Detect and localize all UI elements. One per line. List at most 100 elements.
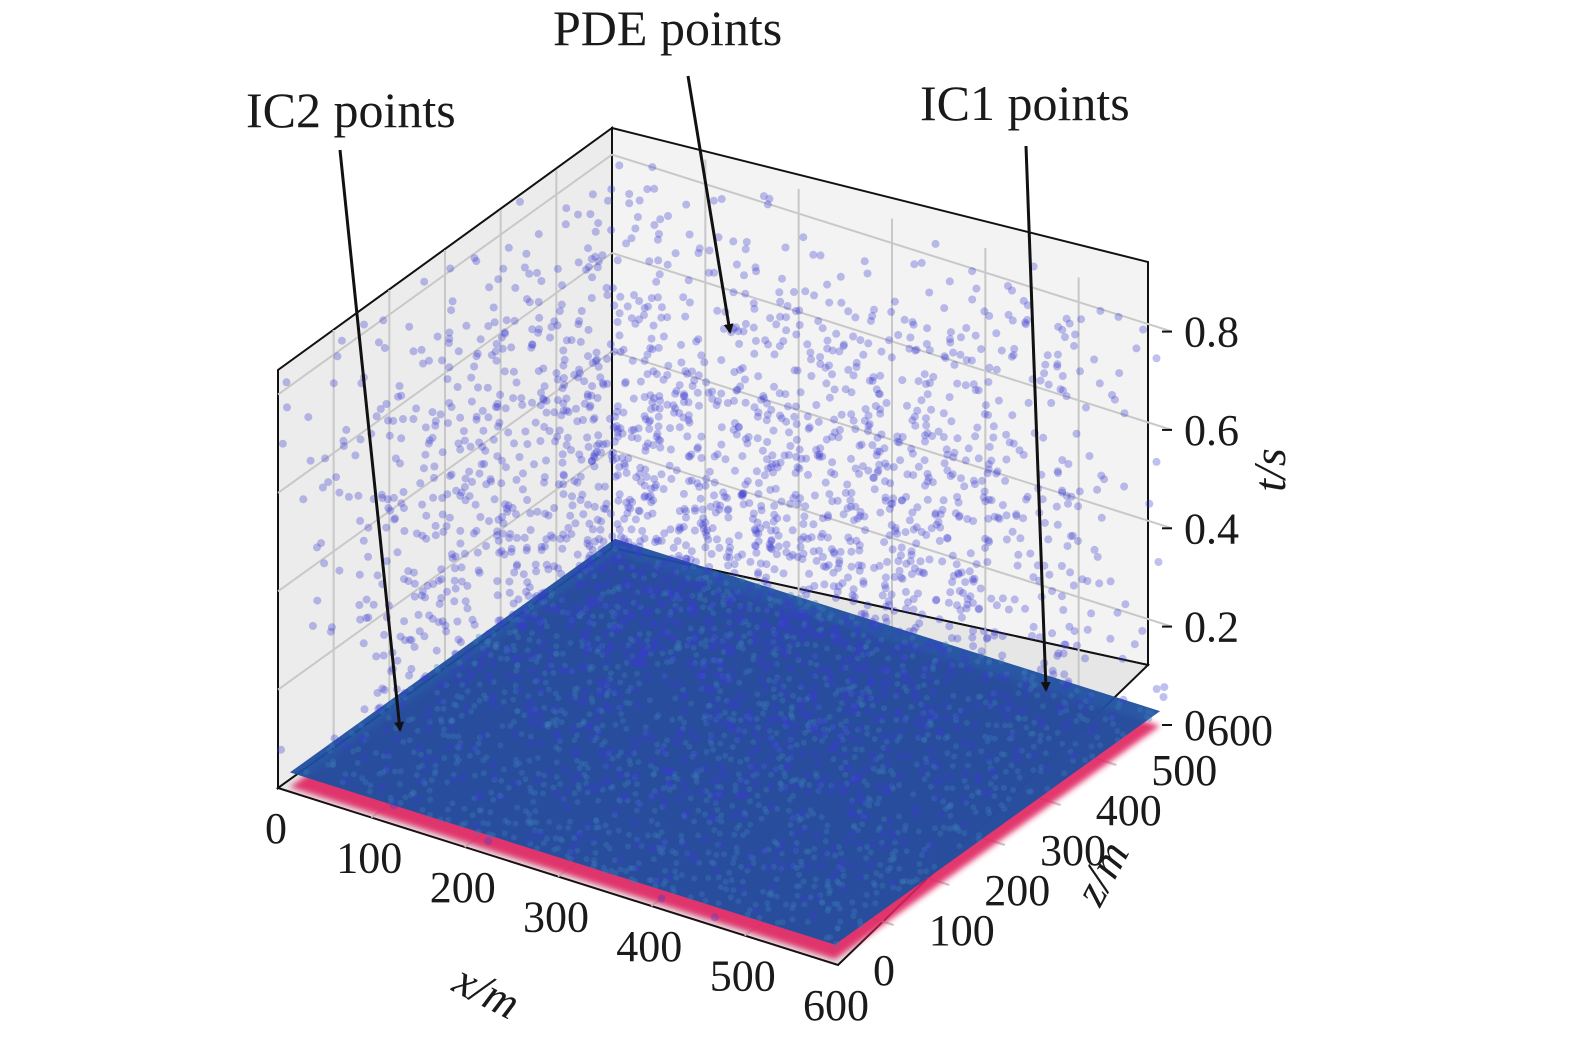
ic2-point xyxy=(711,827,718,834)
pde-point xyxy=(448,297,457,306)
pde-point xyxy=(741,375,749,384)
pde-point xyxy=(976,584,985,593)
pde-point xyxy=(532,613,541,621)
pde-point xyxy=(715,761,724,770)
pde-point xyxy=(799,233,808,242)
pde-point xyxy=(1074,699,1083,708)
pde-point xyxy=(841,385,850,394)
ic2-point xyxy=(779,752,786,759)
pde-point xyxy=(770,382,778,391)
pde-point xyxy=(654,789,663,798)
ic2-point xyxy=(764,900,771,907)
ic2-point xyxy=(976,832,982,839)
pde-point xyxy=(635,297,644,305)
ic2-point xyxy=(581,771,588,778)
t-tick-label: 0.2 xyxy=(1184,603,1239,652)
pde-point xyxy=(597,448,605,457)
pde-point xyxy=(738,550,746,559)
ic2-point xyxy=(998,658,1005,665)
ic2-point xyxy=(837,721,844,728)
pde-point xyxy=(493,403,502,411)
ic2-point xyxy=(1082,757,1089,764)
pde-point xyxy=(1068,531,1077,540)
pde-point xyxy=(566,511,575,520)
pde-point xyxy=(438,617,447,626)
pde-point xyxy=(593,706,601,715)
pde-point xyxy=(428,614,437,623)
pde-point xyxy=(899,838,908,847)
pde-point xyxy=(791,829,800,838)
pde-point xyxy=(1060,670,1069,679)
pde-point xyxy=(996,704,1005,713)
pde-point xyxy=(471,821,480,830)
pde-point xyxy=(475,663,484,672)
pde-point xyxy=(949,348,958,357)
ic2-point xyxy=(618,749,624,756)
pde-point xyxy=(1083,577,1092,585)
ic2-point xyxy=(488,789,495,796)
ic2-point xyxy=(494,641,501,647)
ic2-point xyxy=(330,761,337,768)
ic2-point xyxy=(608,631,615,638)
pde-point xyxy=(800,895,809,904)
ic2-point xyxy=(768,889,775,896)
ic2-point xyxy=(670,595,677,602)
pde-point xyxy=(656,443,665,452)
pde-point xyxy=(635,542,644,551)
pde-point xyxy=(628,643,637,652)
pde-point xyxy=(647,735,656,744)
pde-point xyxy=(989,433,998,442)
pde-point xyxy=(695,244,704,253)
ic2-point xyxy=(760,710,766,717)
pde-point xyxy=(651,538,660,547)
ic2-point xyxy=(813,773,820,780)
ic2-point xyxy=(978,652,985,659)
ic2-point xyxy=(514,708,521,714)
pde-point xyxy=(621,548,630,557)
ic2-point xyxy=(1120,731,1126,738)
ic2-point xyxy=(746,606,753,613)
pde-point xyxy=(443,490,452,499)
pde-point xyxy=(785,428,793,437)
ic2-point xyxy=(835,880,842,887)
pde-point xyxy=(562,336,571,345)
pde-point xyxy=(405,671,414,680)
ic2-point xyxy=(930,663,937,670)
ic2-point xyxy=(880,768,887,775)
pde-point xyxy=(791,781,800,790)
pde-point xyxy=(909,471,918,480)
pde-point xyxy=(939,496,948,505)
pde-point xyxy=(813,893,821,902)
pde-point xyxy=(956,350,965,359)
pde-point xyxy=(554,734,563,742)
pde-point xyxy=(705,716,714,725)
pde-point xyxy=(792,330,801,339)
pde-point xyxy=(869,473,878,482)
pde-point xyxy=(657,313,666,322)
pde-point xyxy=(926,638,935,647)
pde-point xyxy=(1057,592,1066,601)
ic2-point xyxy=(487,809,494,816)
ic2-point xyxy=(712,571,719,578)
pde-point xyxy=(385,431,394,440)
pde-point xyxy=(601,505,610,513)
pde-point xyxy=(865,679,874,688)
pde-point xyxy=(689,604,698,613)
ic2-point xyxy=(500,698,507,705)
pde-point xyxy=(945,622,954,631)
pde-point xyxy=(786,442,795,450)
pde-point xyxy=(726,721,735,730)
pde-point xyxy=(320,559,329,568)
ic2-point xyxy=(626,757,633,764)
pde-point xyxy=(630,654,639,663)
pde-point xyxy=(797,613,806,622)
ic2-point xyxy=(655,833,662,840)
pde-point xyxy=(781,784,790,793)
pde-point xyxy=(936,523,945,532)
ic2-point xyxy=(773,730,780,736)
pde-point xyxy=(883,745,892,754)
pde-point xyxy=(682,513,690,522)
ic2-point xyxy=(705,874,712,881)
pde-point xyxy=(959,589,967,597)
pde-point xyxy=(757,674,766,683)
